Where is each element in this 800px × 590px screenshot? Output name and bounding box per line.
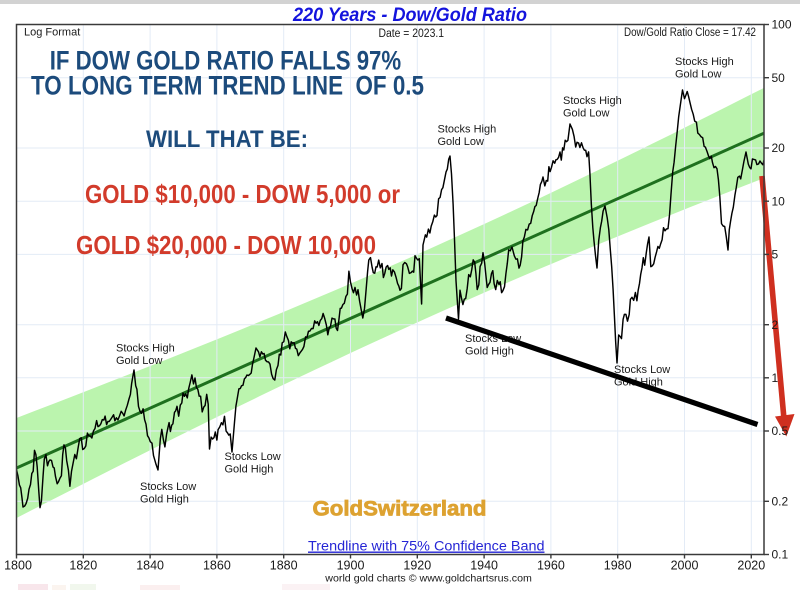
svg-text:Stocks Low: Stocks Low	[614, 364, 670, 376]
svg-text:2: 2	[772, 318, 779, 332]
svg-text:Gold Low: Gold Low	[563, 108, 610, 120]
svg-text:1900: 1900	[337, 559, 365, 573]
svg-text:Stocks High: Stocks High	[563, 95, 622, 107]
svg-text:GOLD $20,000 - DOW 10,000: GOLD $20,000 - DOW 10,000	[76, 230, 376, 260]
svg-text:Stocks High: Stocks High	[675, 56, 734, 68]
svg-text:1940: 1940	[470, 559, 498, 573]
svg-text:20: 20	[772, 141, 786, 155]
svg-text:Log Format: Log Format	[24, 27, 80, 39]
svg-text:IF DOW GOLD RATIO FALLS 97%: IF DOW GOLD RATIO FALLS 97%	[50, 45, 402, 75]
svg-text:Gold Low: Gold Low	[675, 69, 722, 81]
svg-text:5: 5	[772, 248, 779, 262]
svg-text:Gold High: Gold High	[465, 346, 514, 358]
svg-text:TO LONG TERM TREND LINE OF 0.: TO LONG TERM TREND LINE OF 0.5	[31, 71, 424, 101]
svg-text:1880: 1880	[270, 559, 298, 573]
svg-text:Stocks High: Stocks High	[438, 124, 497, 136]
svg-text:1920: 1920	[403, 559, 431, 573]
svg-text:10: 10	[772, 194, 786, 208]
svg-text:Gold Low: Gold Low	[116, 355, 163, 367]
svg-text:WILL THAT BE:: WILL THAT BE:	[146, 126, 308, 153]
svg-text:Gold High: Gold High	[225, 464, 274, 476]
svg-text:world gold charts © www.goldch: world gold charts © www.goldchartsrus.co…	[324, 573, 532, 585]
svg-text:Date = 2023.1: Date = 2023.1	[379, 28, 445, 40]
svg-text:GOLD $10,000 - DOW 5,000 or: GOLD $10,000 - DOW 5,000 or	[85, 179, 400, 209]
svg-text:0.1: 0.1	[772, 548, 789, 562]
svg-text:1800: 1800	[4, 559, 32, 573]
svg-text:100: 100	[772, 18, 792, 32]
svg-text:1820: 1820	[69, 559, 97, 573]
svg-text:Stocks Low: Stocks Low	[140, 481, 196, 493]
svg-text:1960: 1960	[537, 559, 565, 573]
svg-text:Stocks Low: Stocks Low	[465, 333, 521, 345]
svg-text:Stocks Low: Stocks Low	[225, 451, 281, 463]
svg-text:Gold High: Gold High	[140, 494, 189, 506]
svg-text:50: 50	[772, 71, 786, 85]
svg-text:GoldSwitzerland: GoldSwitzerland	[313, 498, 487, 521]
svg-text:0.5: 0.5	[772, 424, 789, 438]
svg-text:Dow/Gold Ratio Close = 17.42: Dow/Gold Ratio Close = 17.42	[624, 27, 756, 39]
svg-text:Stocks High: Stocks High	[116, 343, 175, 355]
svg-text:2020: 2020	[737, 559, 765, 573]
svg-text:1980: 1980	[604, 559, 632, 573]
svg-text:2000: 2000	[671, 559, 699, 573]
svg-text:1860: 1860	[203, 559, 231, 573]
svg-text:1: 1	[772, 371, 779, 385]
svg-text:1840: 1840	[136, 559, 164, 573]
svg-text:220 Years - Dow/Gold Ratio: 220 Years - Dow/Gold Ratio	[292, 5, 527, 26]
svg-text:Trendline with 75% Confidence: Trendline with 75% Confidence Band	[308, 538, 545, 554]
svg-text:0.2: 0.2	[772, 495, 789, 509]
svg-text:Gold Low: Gold Low	[438, 136, 485, 148]
